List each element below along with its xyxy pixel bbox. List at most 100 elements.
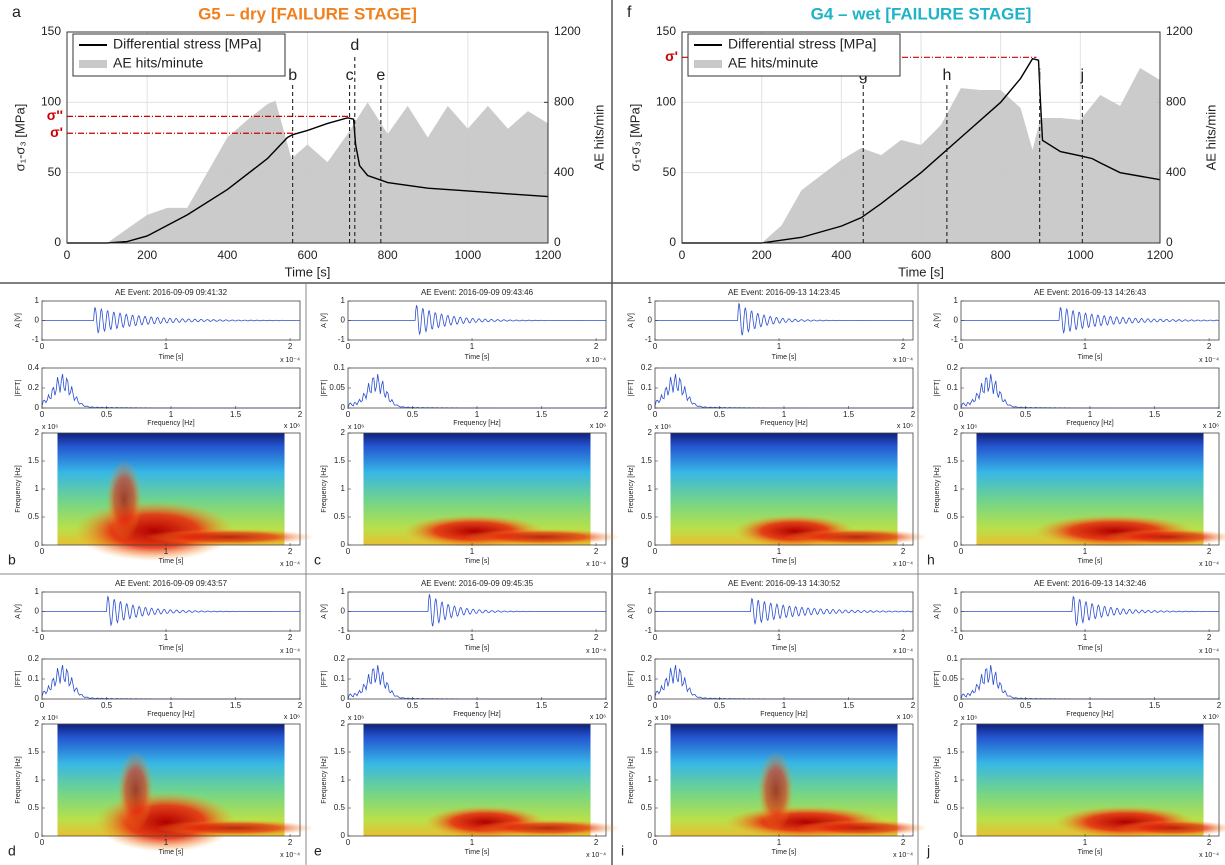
reference-label: σ': [665, 48, 678, 64]
event-marker-label: b: [288, 67, 297, 84]
y-axis-label: A [V]: [15, 604, 22, 619]
y-axis-label: Frequency [Hz]: [934, 465, 941, 513]
x-axis-label: Time [s]: [465, 558, 490, 565]
x-tick-label: 1: [777, 547, 782, 556]
axis-exponent: x 10⁶: [348, 715, 364, 722]
fft-curve: [654, 664, 913, 700]
y-tick-label: 100: [41, 95, 61, 109]
y-axis-label: Frequency [Hz]: [321, 465, 328, 513]
fft-curve: [41, 664, 300, 700]
subplot-frame: [347, 367, 607, 409]
x-tick-label: 2: [1207, 342, 1212, 351]
x-tick-label: 600: [297, 248, 317, 262]
legend-label: AE hits/minute: [728, 55, 818, 71]
plot-frame: [66, 31, 549, 244]
x-axis-label: Time [s]: [159, 849, 184, 856]
x-axis-label: Time [s]: [898, 264, 944, 279]
chart-title: G4 – wet [FAILURE STAGE]: [811, 4, 1032, 23]
x-tick-label: 0.5: [407, 701, 419, 710]
x-tick-label: 0: [959, 547, 964, 556]
event-marker-label: j: [1080, 67, 1085, 84]
x-tick-label: 600: [911, 248, 931, 262]
axis-exponent: x 10⁻⁴: [1199, 852, 1219, 859]
y-tick-label: 150: [41, 24, 61, 38]
x-tick-label: 0: [346, 701, 351, 710]
spectrogram-energy: [463, 529, 621, 545]
x-axis-label: Time [s]: [465, 849, 490, 856]
x-axis-label: Time [s]: [159, 354, 184, 361]
x-tick-label: 2: [901, 633, 906, 642]
y-tick-label: 0: [669, 235, 676, 249]
axis-exponent: x 10⁶: [284, 714, 300, 721]
axis-exponent: x 10⁶: [284, 423, 300, 430]
axis-exponent: x 10⁻⁴: [586, 561, 606, 568]
subplot-frame: [654, 658, 914, 700]
y-tick-label: -1: [32, 335, 40, 344]
y-axis-label: A [V]: [321, 604, 328, 619]
y2-axis-label: AE hits/min: [1203, 105, 1218, 171]
x-axis-label: Time [s]: [285, 264, 331, 279]
x-tick-label: 2: [901, 342, 906, 351]
y-tick-label: 0: [35, 607, 40, 616]
y-tick-label: -1: [32, 626, 40, 635]
x-tick-label: 1: [777, 838, 782, 847]
axis-exponent: x 10⁶: [42, 424, 58, 431]
y-tick-label: 1: [35, 775, 40, 784]
x-tick-label: 2: [911, 410, 916, 419]
x-tick-label: 1: [169, 701, 174, 710]
y-axis-label: A [V]: [934, 604, 941, 619]
subplot-frame: [347, 658, 607, 700]
y-tick-label: 0: [648, 831, 653, 840]
y2-tick-label: 400: [554, 165, 574, 179]
spectrogram-energy: [1115, 820, 1225, 836]
x-tick-label: 0.5: [1020, 410, 1032, 419]
stress-line: [67, 117, 549, 244]
y-tick-label: 2: [341, 428, 346, 437]
y-tick-label: 1: [35, 587, 40, 596]
axis-exponent: x 10⁶: [348, 424, 364, 431]
event-marker-label: i: [1038, 67, 1042, 84]
y-axis-label: A [V]: [628, 313, 635, 328]
subplot-frame: [41, 658, 301, 700]
x-tick-label: 2: [1207, 633, 1212, 642]
x-tick-label: 0: [959, 633, 964, 642]
event-marker-label: h: [942, 67, 951, 84]
y-tick-label: 0.2: [641, 654, 653, 663]
x-tick-label: 0: [346, 547, 351, 556]
x-tick-label: 0: [959, 342, 964, 351]
y-tick-label: 0.2: [641, 363, 653, 372]
x-axis-label: Frequency [Hz]: [760, 711, 808, 718]
x-axis-label: Time [s]: [772, 849, 797, 856]
y-tick-label: 0.1: [641, 383, 653, 392]
x-axis-label: Time [s]: [1078, 354, 1103, 361]
fft-curve: [654, 373, 913, 409]
y-tick-label: 0: [954, 831, 959, 840]
x-tick-label: 2: [1217, 701, 1222, 710]
ae-area: [67, 100, 548, 243]
y-tick-label: 0.5: [641, 512, 653, 521]
subplot-frame: [960, 658, 1220, 700]
x-tick-label: 1.5: [536, 410, 548, 419]
x-tick-label: 2: [604, 701, 609, 710]
x-tick-label: 1.5: [1149, 410, 1161, 419]
x-tick-label: 0.5: [714, 701, 726, 710]
y-tick-label: 0: [648, 694, 653, 703]
axis-exponent: x 10⁻⁴: [280, 852, 300, 859]
x-tick-label: 1: [1088, 410, 1093, 419]
x-tick-label: 1: [1083, 547, 1088, 556]
y-tick-label: 1.5: [334, 456, 346, 465]
x-tick-label: 0: [40, 342, 45, 351]
x-tick-label: 1200: [1147, 248, 1174, 262]
subplot-frame: [654, 367, 914, 409]
event-marker-label: d: [350, 37, 359, 54]
x-tick-label: 0: [653, 838, 658, 847]
x-tick-label: 1: [782, 410, 787, 419]
y-axis-label: A [V]: [15, 313, 22, 328]
event-title: AE Event: 2016-09-09 09:43:46: [421, 288, 534, 297]
event-title: AE Event: 2016-09-13 14:30:52: [728, 579, 841, 588]
y-tick-label: 1: [648, 484, 653, 493]
y2-tick-label: 1200: [554, 24, 581, 38]
x-tick-label: 1: [782, 701, 787, 710]
y-tick-label: 0.1: [334, 674, 346, 683]
